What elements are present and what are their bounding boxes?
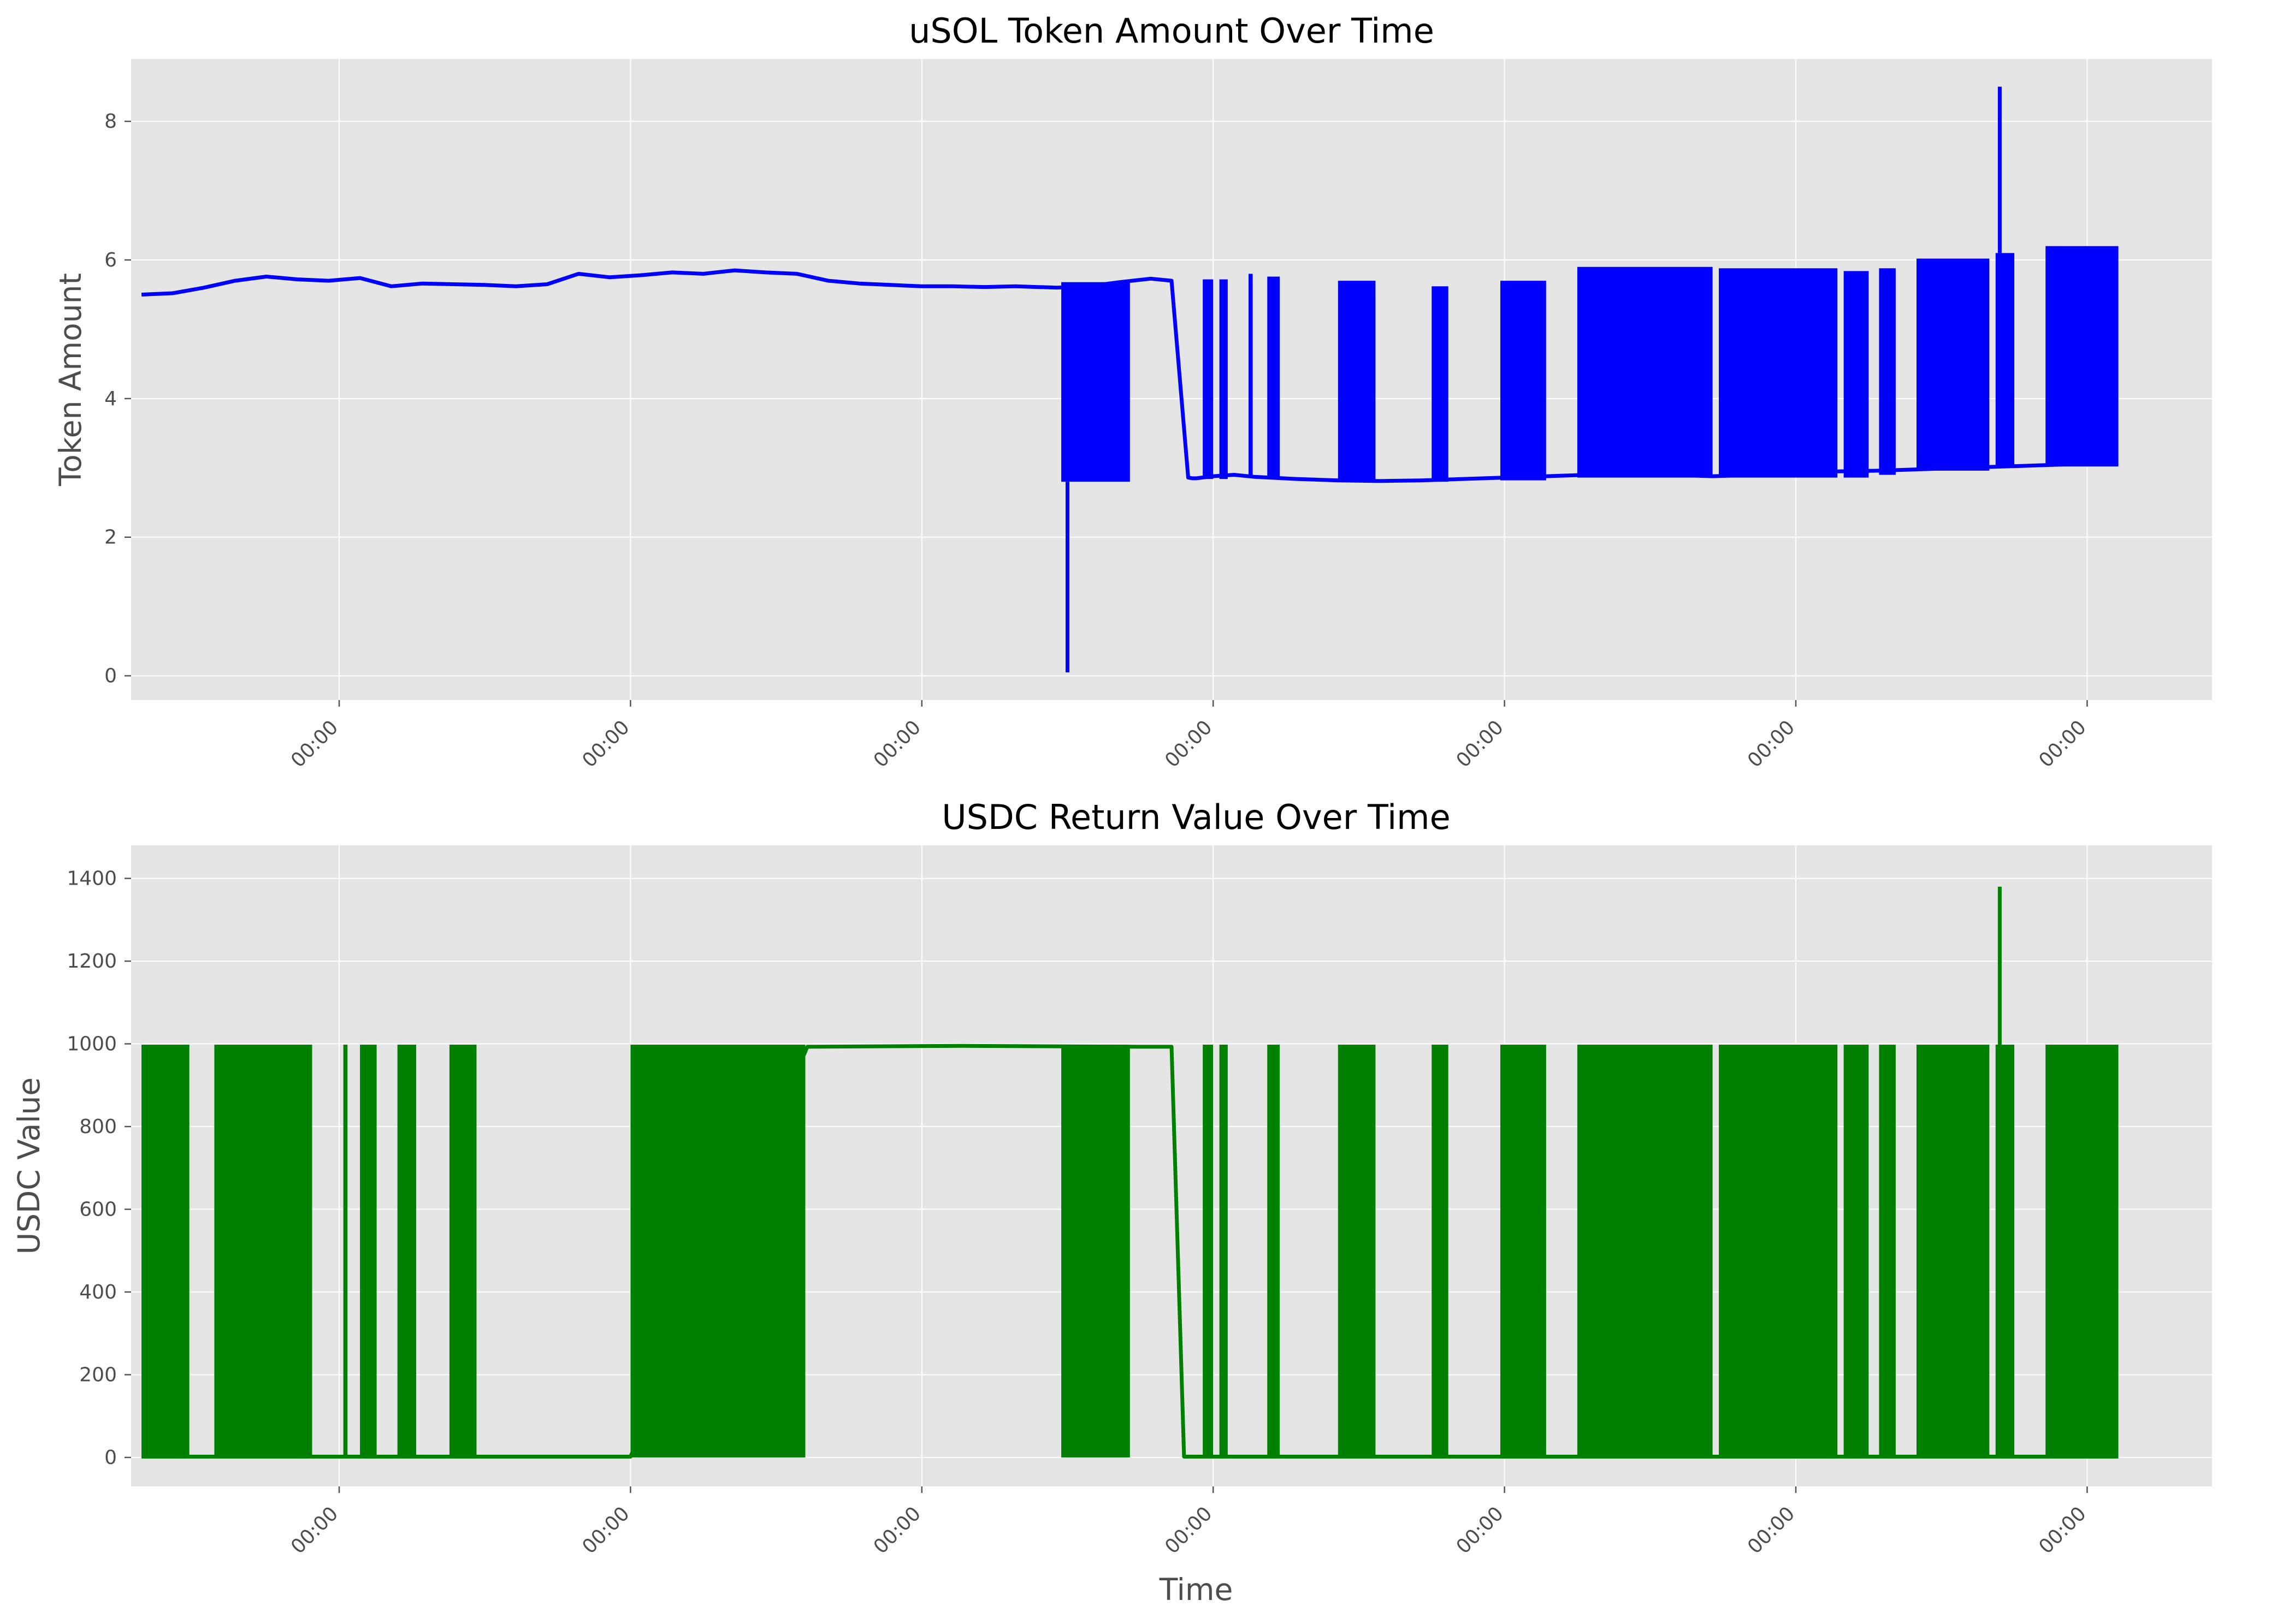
usdc-value-y-tick-label: 0 [104,1447,117,1469]
usdc-value-y-tick-label: 600 [79,1199,117,1221]
usdc-value-oscillation-band [1995,1045,2015,1457]
usdc-value-oscillation-band [1061,1045,1130,1457]
token-amount-y-tick-label: 0 [104,665,117,687]
token-amount-series [141,268,2119,483]
usdc-value-oscillation-band [397,1045,416,1457]
token-amount-oscillation-band [1338,281,1376,481]
token-amount-y-tick-label: 8 [104,110,117,133]
usdc-value-y-tick-label: 1200 [67,950,117,973]
usdc-value-oscillation-band [141,1045,190,1457]
token-amount-oscillation-band [1248,274,1253,478]
usdc-value-oscillation-band [214,1045,312,1457]
token-amount-title: uSOL Token Amount Over Time [909,11,1434,51]
token-amount-oscillation-band [1203,279,1214,479]
usdc-value-oscillation-band [360,1045,377,1457]
token-amount-oscillation-band [1219,279,1228,479]
usdc-value-oscillation-band [1219,1045,1228,1457]
token-amount-oscillation-bands [1061,246,2119,482]
token-amount-y-axis-label: Token Amount [53,273,88,487]
usdc-value-series-line [141,1044,2119,1459]
usdc-value-x-tick-label: 00:00 [2034,1502,2090,1558]
token-amount-oscillation-band [2045,246,2119,467]
usdc-value-y-ticks: 0 200 400 600 800 1000 1200 1400 [67,868,131,1469]
usdc-value-series [141,1044,2119,1459]
usdc-value-x-tick-label: 00:00 [1743,1502,1799,1558]
token-amount-x-tick-label: 00:00 [1161,716,1216,772]
token-amount-y-tick-label: 6 [104,249,117,271]
usdc-value-oscillation-band [1843,1045,1869,1457]
usdc-value-y-tick-label: 200 [79,1364,117,1386]
token-amount-oscillation-band [1432,286,1448,482]
usdc-value-oscillation-band [1879,1045,1896,1457]
usdc-value-x-ticks: 00:00 00:00 00:00 00:00 00:00 00:00 00:00 [287,1486,2091,1558]
usdc-value-plot-area [131,845,2212,1486]
usdc-value-oscillation-band [2045,1045,2119,1457]
token-amount-x-tick-label: 00:00 [287,716,342,772]
token-amount-spikes [1066,86,2002,673]
token-amount-oscillation-band [1719,268,1838,478]
usdc-value-oscillation-bands [141,1045,2119,1457]
token-amount-plot-area [131,59,2212,700]
usdc-value-oscillation-band [449,1045,477,1457]
usdc-value-y-tick-label: 1000 [67,1033,117,1056]
usdc-value-y-axis-label: USDC Value [11,1077,46,1254]
usdc-value-y-tick-label: 400 [79,1281,117,1303]
token-amount-x-tick-label: 00:00 [2034,716,2090,772]
token-amount-oscillation-band [1061,282,1130,482]
token-amount-oscillation-band [1879,268,1896,475]
token-amount-y-ticks: 0 2 4 6 8 [104,110,131,687]
usdc-value-oscillation-band [1338,1045,1376,1457]
token-amount-x-tick-label: 00:00 [870,716,925,772]
token-amount-oscillation-band [1267,276,1280,478]
token-amount-x-tick-label: 00:00 [1452,716,1508,772]
token-amount-oscillation-band [1995,253,2015,468]
usdc-value-oscillation-band [1203,1045,1214,1457]
usdc-value-oscillation-band [343,1045,348,1457]
usdc-value-y-tick-label: 1400 [67,868,117,890]
token-amount-x-tick-label: 00:00 [578,716,634,772]
token-amount-oscillation-band [1500,281,1546,481]
usdc-value-oscillation-band [1432,1045,1448,1457]
usdc-value-title: USDC Return Value Over Time [942,797,1450,837]
usdc-value-oscillation-band [1916,1045,1990,1457]
token-amount-oscillation-band [1916,258,1990,471]
usdc-value-y-tick-label: 800 [79,1116,117,1138]
token-amount-y-tick-label: 2 [104,526,117,549]
usdc-value-x-tick-label: 00:00 [1452,1502,1508,1558]
token-amount-gridlines [131,59,2212,700]
usdc-value-x-tick-label: 00:00 [578,1502,634,1558]
token-amount-y-tick-label: 4 [104,388,117,410]
usdc-value-oscillation-band [1719,1045,1838,1457]
token-amount-oscillation-band [1843,271,1869,478]
x-axis-label: Time [1159,1572,1233,1607]
token-amount-series-line [141,268,2119,483]
token-amount-x-ticks: 00:00 00:00 00:00 00:00 00:00 00:00 00:00 [287,700,2091,772]
usdc-value-oscillation-band [1267,1045,1280,1457]
usdc-value-x-tick-label: 00:00 [1161,1502,1216,1558]
token-amount-oscillation-band [1577,266,1713,478]
usdc-value-oscillation-band [1500,1045,1546,1457]
token-amount-x-tick-label: 00:00 [1743,716,1799,772]
usdc-value-x-tick-label: 00:00 [287,1502,342,1558]
usdc-value-x-tick-label: 00:00 [870,1502,925,1558]
usdc-value-oscillation-band [1577,1045,1713,1457]
